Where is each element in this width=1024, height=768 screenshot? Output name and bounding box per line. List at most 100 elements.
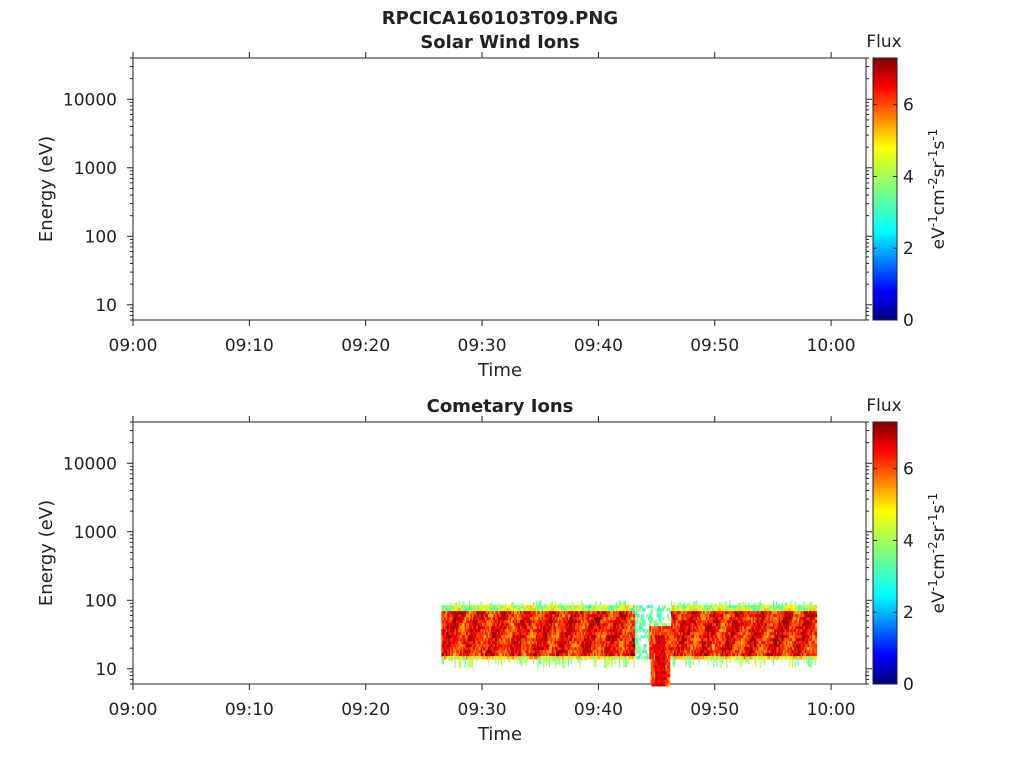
- flux-cell: [800, 656, 803, 660]
- flux-cell: [714, 656, 716, 662]
- flux-cell: [444, 611, 447, 615]
- flux-cell: [466, 620, 469, 624]
- flux-cell: [522, 638, 525, 642]
- flux-cell: [554, 608, 557, 612]
- flux-cell: [804, 620, 807, 624]
- flux-cell: [674, 608, 677, 612]
- flux-cell: [610, 626, 613, 630]
- flux-cell: [730, 608, 733, 612]
- flux-cell: [746, 650, 749, 654]
- flux-cell: [639, 608, 642, 612]
- flux-cell: [695, 614, 698, 618]
- flux-cell: [778, 638, 781, 642]
- flux-cell: [467, 650, 470, 654]
- flux-cell: [700, 632, 703, 636]
- flux-cell: [506, 623, 509, 627]
- flux-cell: [460, 626, 463, 630]
- flux-cell: [547, 611, 550, 615]
- flux-cell: [800, 605, 803, 609]
- flux-cell: [516, 605, 519, 609]
- flux-cell: [658, 662, 661, 666]
- flux-cell: [612, 605, 615, 609]
- flux-cell: [749, 626, 752, 630]
- flux-cell: [445, 611, 448, 615]
- flux-cell: [720, 653, 723, 657]
- flux-cell: [538, 623, 541, 627]
- flux-cell: [588, 632, 591, 636]
- flux-cell: [480, 605, 483, 609]
- flux-cell: [515, 629, 518, 633]
- flux-cell: [463, 653, 466, 657]
- flux-cell: [770, 623, 773, 627]
- flux-cell: [493, 605, 496, 609]
- flux-cell: [473, 605, 476, 609]
- flux-cell: [768, 653, 771, 657]
- flux-cell: [515, 635, 518, 639]
- flux-cell: [468, 650, 472, 654]
- flux-cell: [710, 620, 713, 624]
- flux-cell: [682, 650, 685, 654]
- flux-cell: [662, 626, 665, 630]
- flux-cell: [614, 605, 617, 609]
- flux-cell: [793, 629, 796, 633]
- flux-cell: [685, 608, 688, 612]
- flux-cell: [633, 614, 636, 618]
- flux-cell: [752, 632, 755, 636]
- flux-cell: [730, 653, 733, 657]
- flux-cell: [548, 641, 551, 645]
- flux-cell: [541, 653, 544, 657]
- flux-cell: [476, 638, 479, 642]
- flux-cell: [691, 650, 694, 654]
- flux-cell: [691, 617, 694, 621]
- flux-cell: [658, 680, 661, 684]
- flux-cell: [547, 638, 550, 642]
- flux-cell: [572, 617, 575, 621]
- flux-cell: [467, 617, 470, 621]
- flux-cell: [482, 647, 485, 651]
- flux-cell: [781, 608, 784, 612]
- flux-cell: [532, 632, 535, 636]
- flux-cell: [788, 635, 791, 639]
- flux-cell: [733, 656, 736, 660]
- flux-cell: [463, 608, 466, 612]
- flux-cell: [467, 605, 470, 609]
- flux-cell: [685, 653, 688, 657]
- flux-cell: [583, 629, 586, 633]
- flux-cell: [519, 644, 522, 648]
- flux-cell: [550, 647, 553, 651]
- flux-cell: [572, 623, 575, 627]
- flux-cell: [527, 635, 530, 639]
- flux-cell: [524, 632, 527, 636]
- flux-cell: [559, 650, 562, 654]
- flux-cell: [659, 674, 662, 678]
- flux-cell: [601, 611, 604, 615]
- flux-cell: [618, 600, 620, 606]
- flux-cell: [527, 617, 530, 621]
- flux-cell: [566, 623, 569, 627]
- flux-cell: [454, 608, 457, 612]
- flux-cell: [665, 653, 668, 657]
- flux-cell: [525, 647, 528, 651]
- flux-cell: [569, 650, 572, 654]
- flux-cell: [608, 605, 611, 609]
- flux-cell: [804, 638, 807, 642]
- flux-cell: [455, 635, 458, 639]
- flux-cell: [596, 638, 599, 642]
- flux-cell: [442, 653, 445, 657]
- flux-cell: [538, 653, 541, 657]
- flux-cell: [704, 632, 707, 636]
- flux-cell: [716, 635, 719, 639]
- flux-cell: [579, 650, 582, 654]
- flux-cell: [768, 647, 771, 651]
- flux-cell: [653, 671, 656, 675]
- flux-cell: [733, 632, 736, 636]
- flux-cell: [720, 647, 723, 651]
- flux-cell: [498, 641, 501, 645]
- flux-cell: [642, 617, 645, 621]
- flux-cell: [471, 647, 474, 651]
- flux-cell: [797, 635, 800, 639]
- flux-cell: [807, 638, 810, 642]
- flux-cell: [710, 656, 712, 662]
- flux-cell: [796, 644, 799, 648]
- flux-cell: [570, 623, 573, 627]
